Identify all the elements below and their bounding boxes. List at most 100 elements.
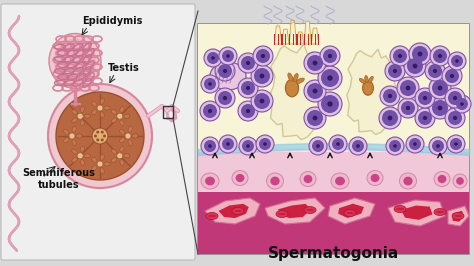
Ellipse shape xyxy=(91,110,97,114)
Ellipse shape xyxy=(400,173,417,189)
Circle shape xyxy=(445,88,465,108)
Circle shape xyxy=(383,89,397,103)
Circle shape xyxy=(241,56,255,70)
Circle shape xyxy=(328,75,333,81)
Ellipse shape xyxy=(434,209,446,215)
Circle shape xyxy=(433,49,447,63)
Polygon shape xyxy=(278,204,311,218)
Circle shape xyxy=(418,52,422,56)
Text: Seminiferous
tubules: Seminiferous tubules xyxy=(22,168,95,190)
Ellipse shape xyxy=(72,118,77,123)
Ellipse shape xyxy=(304,175,312,183)
Ellipse shape xyxy=(111,110,117,114)
FancyBboxPatch shape xyxy=(198,24,469,254)
Circle shape xyxy=(407,58,423,74)
FancyBboxPatch shape xyxy=(198,192,469,254)
Circle shape xyxy=(226,142,230,146)
Ellipse shape xyxy=(100,168,104,174)
Ellipse shape xyxy=(293,73,298,82)
Ellipse shape xyxy=(120,107,124,113)
Circle shape xyxy=(226,54,230,58)
Circle shape xyxy=(329,135,347,153)
Circle shape xyxy=(460,102,464,106)
Ellipse shape xyxy=(91,157,97,162)
Circle shape xyxy=(254,68,270,84)
Circle shape xyxy=(222,50,234,62)
Ellipse shape xyxy=(276,210,288,218)
Circle shape xyxy=(246,109,250,113)
Circle shape xyxy=(256,49,270,63)
Circle shape xyxy=(69,133,75,139)
Polygon shape xyxy=(311,28,319,44)
Circle shape xyxy=(201,137,219,155)
Ellipse shape xyxy=(49,34,101,89)
Ellipse shape xyxy=(132,134,138,138)
Circle shape xyxy=(307,110,323,126)
Circle shape xyxy=(77,113,83,119)
Ellipse shape xyxy=(306,209,314,211)
Circle shape xyxy=(318,92,342,116)
Circle shape xyxy=(401,101,415,115)
Circle shape xyxy=(103,135,106,138)
Polygon shape xyxy=(401,206,432,220)
Circle shape xyxy=(415,108,435,128)
Circle shape xyxy=(430,46,450,66)
Circle shape xyxy=(328,54,332,58)
Ellipse shape xyxy=(396,208,404,210)
Circle shape xyxy=(307,55,323,71)
Circle shape xyxy=(323,49,337,63)
Ellipse shape xyxy=(206,213,218,219)
Circle shape xyxy=(223,96,227,100)
Circle shape xyxy=(219,47,237,65)
Circle shape xyxy=(56,92,144,180)
Ellipse shape xyxy=(84,114,90,118)
Polygon shape xyxy=(282,29,289,44)
Circle shape xyxy=(211,56,215,60)
Circle shape xyxy=(222,138,234,150)
FancyBboxPatch shape xyxy=(198,152,469,192)
Circle shape xyxy=(456,98,468,110)
Ellipse shape xyxy=(76,134,82,138)
Circle shape xyxy=(406,106,410,110)
Circle shape xyxy=(218,91,232,105)
Ellipse shape xyxy=(64,138,69,143)
Ellipse shape xyxy=(100,98,104,104)
Circle shape xyxy=(304,52,326,74)
Circle shape xyxy=(239,137,257,155)
Circle shape xyxy=(385,61,405,81)
Ellipse shape xyxy=(72,126,76,132)
Circle shape xyxy=(97,105,103,111)
Ellipse shape xyxy=(359,78,365,84)
Circle shape xyxy=(418,111,432,125)
Ellipse shape xyxy=(296,78,304,84)
Ellipse shape xyxy=(124,154,130,158)
Ellipse shape xyxy=(72,149,77,154)
Circle shape xyxy=(101,138,104,142)
Circle shape xyxy=(397,77,419,99)
Ellipse shape xyxy=(205,177,215,185)
Polygon shape xyxy=(198,24,469,152)
Ellipse shape xyxy=(120,146,124,152)
Circle shape xyxy=(404,55,426,77)
Ellipse shape xyxy=(80,107,84,113)
Ellipse shape xyxy=(453,174,467,188)
Circle shape xyxy=(246,144,250,148)
Circle shape xyxy=(97,161,103,167)
Circle shape xyxy=(432,140,444,152)
Ellipse shape xyxy=(84,154,90,158)
Ellipse shape xyxy=(132,134,138,138)
Ellipse shape xyxy=(91,166,97,171)
Polygon shape xyxy=(328,198,375,224)
Circle shape xyxy=(204,78,216,90)
Circle shape xyxy=(388,94,392,98)
Circle shape xyxy=(445,108,465,128)
Circle shape xyxy=(204,49,222,67)
Ellipse shape xyxy=(368,76,373,83)
Ellipse shape xyxy=(363,81,374,95)
Ellipse shape xyxy=(454,215,462,217)
Circle shape xyxy=(447,135,465,153)
Ellipse shape xyxy=(124,154,130,158)
Ellipse shape xyxy=(304,206,316,214)
Circle shape xyxy=(208,82,212,86)
Circle shape xyxy=(450,74,454,78)
